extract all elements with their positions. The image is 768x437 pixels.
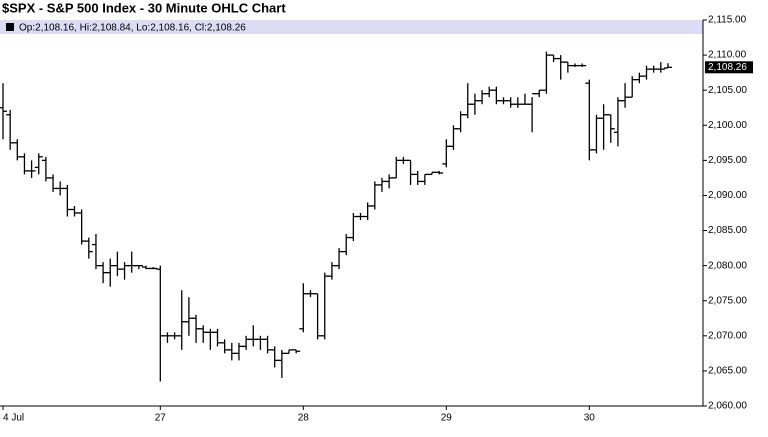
y-tick-label: 2,110.00 [708, 50, 747, 61]
chart-title: $SPX - S&P 500 Index - 30 Minute OHLC Ch… [2, 0, 286, 15]
y-tick-label: 2,070.00 [708, 330, 747, 341]
x-tick-label: 4 Jul [3, 413, 24, 424]
info-bar [0, 20, 703, 34]
x-tick-label: 29 [441, 413, 453, 424]
info-text: Op:2,108.16, Hi:2,108.84, Lo:2,108.16, C… [19, 23, 246, 34]
x-tick-label: 27 [155, 413, 167, 424]
y-tick-label: 2,060.00 [708, 401, 747, 412]
last-value-box [705, 61, 753, 74]
last-value-label: 2,108.26 [708, 62, 747, 73]
y-tick-label: 2,100.00 [708, 120, 747, 131]
info-marker [6, 23, 14, 31]
y-tick-label: 2,080.00 [708, 260, 747, 271]
y-tick-label: 2,095.00 [708, 155, 747, 166]
y-tick-label: 2,065.00 [708, 366, 747, 377]
y-tick-label: 2,075.00 [708, 295, 747, 306]
y-tick-label: 2,085.00 [708, 225, 747, 236]
y-tick-label: 2,105.00 [708, 85, 747, 96]
y-tick-label: 2,115.00 [708, 15, 747, 26]
x-tick-label: 30 [584, 413, 596, 424]
y-tick-label: 2,090.00 [708, 190, 747, 201]
x-tick-label: 28 [298, 413, 310, 424]
